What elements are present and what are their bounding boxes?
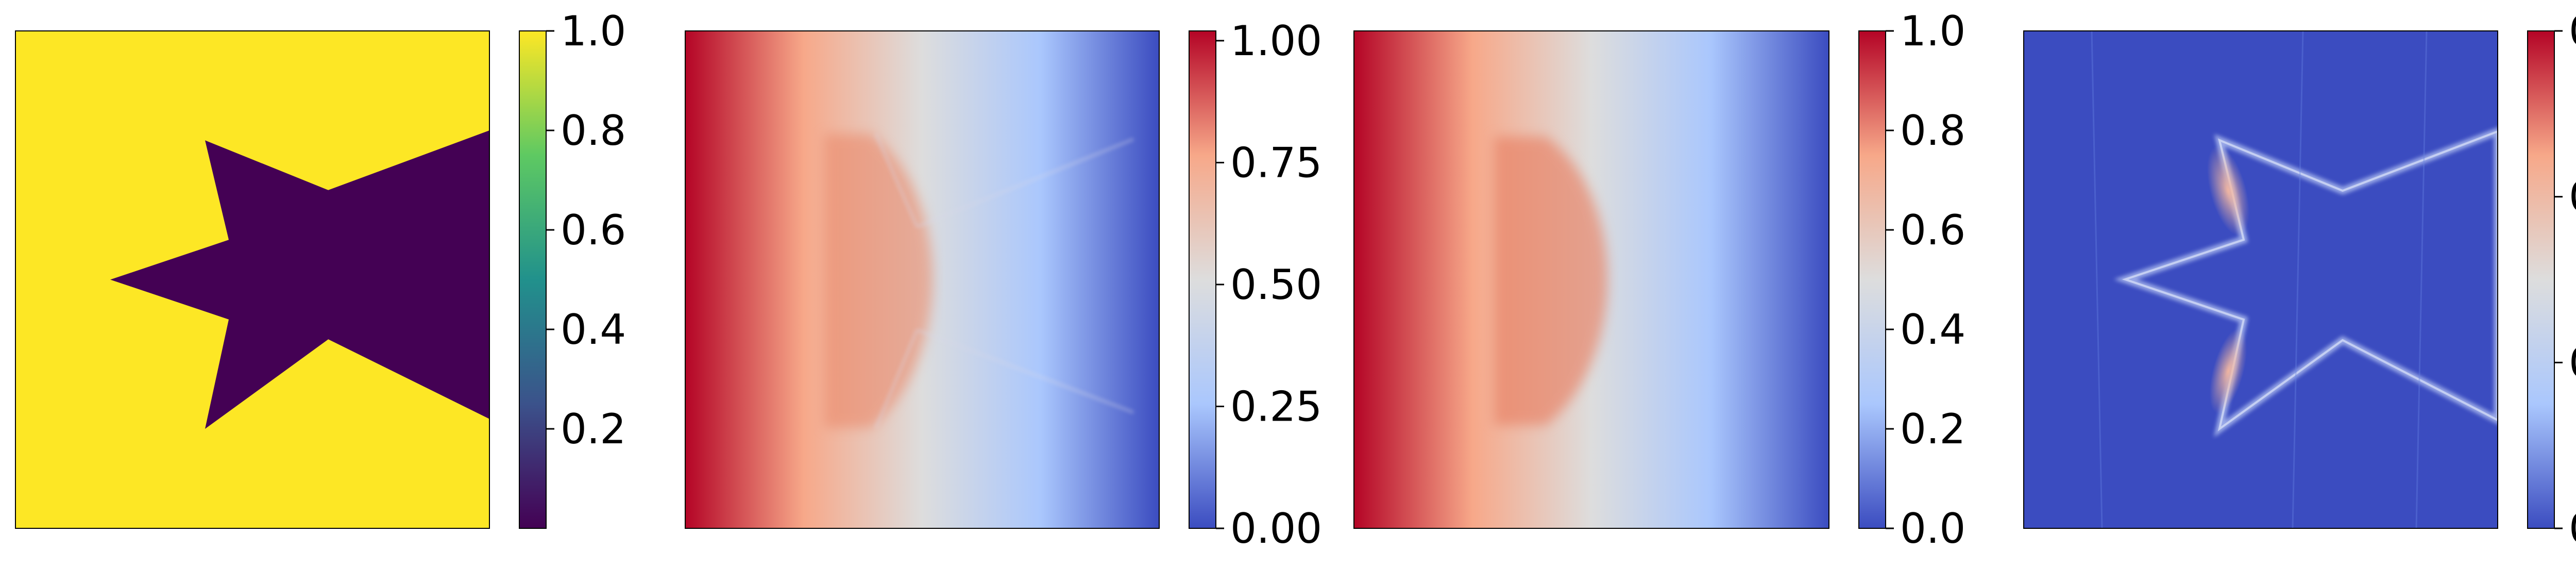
prediction-image	[685, 31, 1159, 528]
mask-frame	[15, 30, 490, 529]
error-image	[2024, 31, 2498, 528]
prediction-colorbar-tick-label: 0.25	[1230, 382, 1322, 430]
prediction-panel	[685, 30, 1160, 529]
mask-colorbar-tick-label: 0.6	[561, 206, 626, 254]
reference-frame	[1353, 30, 1829, 529]
prediction-colorbar-tick-label: 1.00	[1230, 17, 1322, 65]
mask-colorbar-tick-label: 1.0	[561, 7, 626, 55]
mask-panel	[15, 30, 490, 529]
mask-colorbar-bar	[519, 31, 546, 528]
reference-image	[1354, 31, 1829, 528]
mask-colorbar: 0.2 0.4 0.6 0.8 1.0	[519, 7, 626, 529]
prediction-colorbar-tick-label: 0.75	[1230, 139, 1322, 187]
error-colorbar-frame	[2527, 30, 2555, 529]
error-hotspot-upper	[2207, 145, 2250, 236]
error-frame	[2023, 30, 2498, 529]
prediction-colorbar-bar	[1189, 31, 1216, 528]
mask-colorbar-tick-label: 0.8	[561, 107, 626, 155]
prediction-frame	[685, 30, 1160, 529]
prediction-artifact-lower	[875, 329, 1134, 428]
error-panel	[2023, 30, 2498, 529]
mask-colorbar-tick-label: 0.4	[561, 306, 626, 354]
prediction-artifact-upper	[875, 134, 1134, 228]
reference-colorbar-tick-label: 0.4	[1900, 306, 1965, 354]
prediction-colorbar-tick-label: 0.00	[1230, 505, 1322, 553]
reference-bulge	[1494, 137, 1607, 425]
mask-star-region	[110, 130, 489, 429]
prediction-bulge	[824, 134, 933, 428]
reference-colorbar-tick-label: 1.0	[1900, 7, 1965, 55]
reference-colorbar-tick-label: 0.0	[1900, 505, 1965, 553]
error-colorbar-tick-label: 0.15	[2569, 7, 2576, 55]
reference-colorbar-tick-label: 0.6	[1900, 206, 1965, 254]
error-artifact-lines	[2091, 31, 2428, 528]
error-colorbar-tick-label: 0.10	[2569, 173, 2576, 221]
reference-colorbar-frame	[1858, 30, 1886, 529]
mask-image	[15, 31, 489, 528]
prediction-colorbar: 0.00 0.25 0.50 0.75 1.00	[1189, 17, 1322, 553]
reference-colorbar-bar	[1859, 31, 1886, 528]
reference-panel	[1353, 30, 1829, 529]
reference-colorbar: 0.0 0.2 0.4 0.6 0.8 1.0	[1858, 7, 1965, 553]
error-colorbar: 0.00 0.05 0.10 0.15	[2527, 7, 2576, 553]
mask-colorbar-tick-label: 0.2	[561, 405, 626, 453]
reference-colorbar-tick-label: 0.8	[1900, 107, 1965, 155]
prediction-colorbar-frame	[1189, 30, 1216, 529]
mask-colorbar-frame	[519, 30, 547, 529]
error-background	[2024, 31, 2498, 528]
error-hotspot-lower	[2209, 328, 2247, 414]
prediction-colorbar-tick-label: 0.50	[1230, 261, 1322, 309]
error-colorbar-bar	[2528, 31, 2554, 528]
error-colorbar-tick-label: 0.05	[2569, 339, 2576, 387]
error-star-outline-core	[2122, 130, 2498, 431]
error-colorbar-tick-label: 0.00	[2569, 505, 2576, 553]
reference-colorbar-tick-label: 0.2	[1900, 405, 1965, 453]
